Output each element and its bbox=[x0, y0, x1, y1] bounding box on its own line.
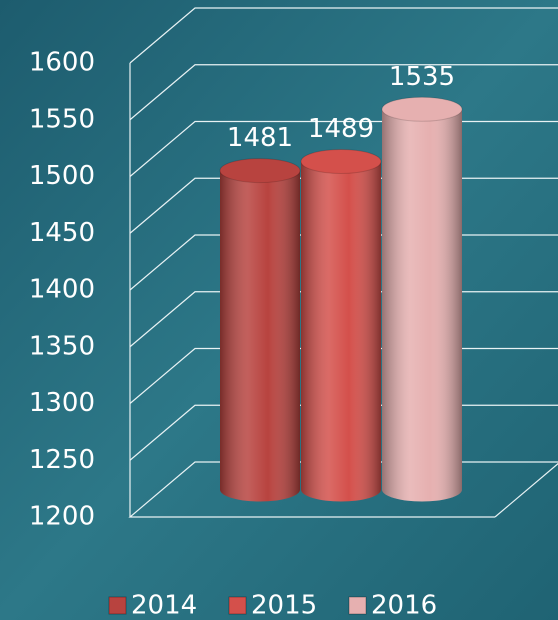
y-tick-label: 1200 bbox=[29, 502, 95, 532]
legend-label: 2014 bbox=[131, 591, 197, 620]
cylinder-top bbox=[219, 158, 301, 184]
grid-line bbox=[129, 7, 558, 64]
y-tick-label: 1550 bbox=[29, 104, 95, 134]
cylinder-top bbox=[381, 96, 463, 122]
y-tick-label: 1400 bbox=[29, 275, 95, 305]
grid-line bbox=[129, 64, 558, 121]
y-tick-label: 1600 bbox=[29, 48, 95, 78]
legend-swatch bbox=[228, 596, 247, 615]
value-label: 1535 bbox=[389, 62, 455, 92]
y-tick-label: 1450 bbox=[29, 218, 95, 248]
legend-swatch bbox=[108, 596, 127, 615]
legend-swatch bbox=[348, 596, 367, 615]
cylinder-shade bbox=[301, 161, 381, 502]
y-tick-label: 1350 bbox=[29, 331, 95, 361]
cylinder-shade bbox=[382, 109, 462, 502]
y-tick-label: 1300 bbox=[29, 388, 95, 418]
y-tick-label: 1250 bbox=[29, 445, 95, 475]
value-label: 1481 bbox=[227, 123, 293, 153]
cylinder-top bbox=[300, 148, 382, 174]
legend-label: 2015 bbox=[251, 591, 317, 620]
cylinder-shade bbox=[220, 170, 300, 502]
y-tick-label: 1500 bbox=[29, 161, 95, 191]
value-label: 1489 bbox=[308, 114, 374, 144]
legend-label: 2016 bbox=[371, 591, 437, 620]
